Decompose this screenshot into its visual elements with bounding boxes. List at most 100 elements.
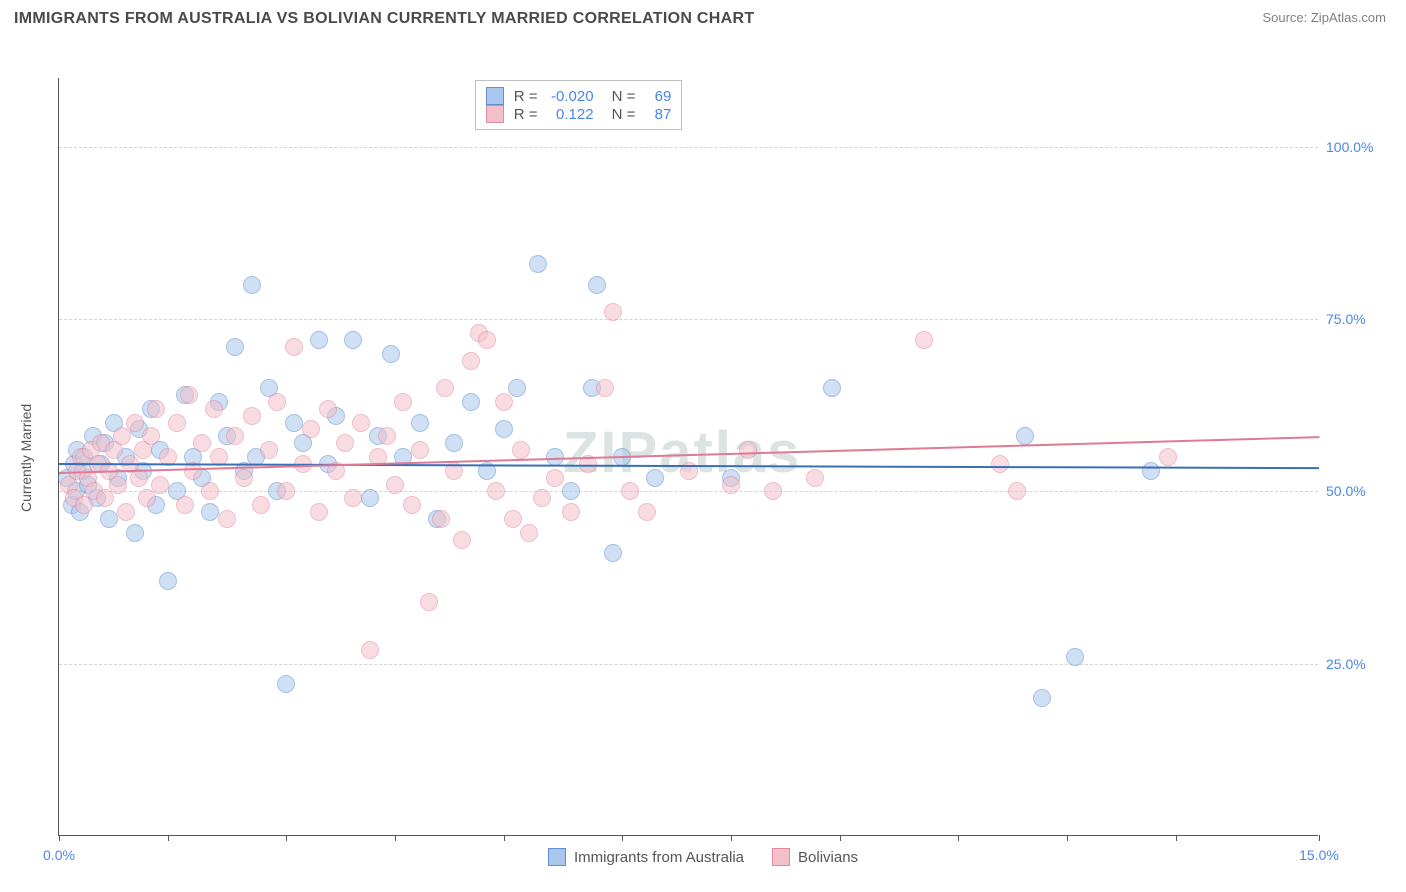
scatter-point: [411, 414, 429, 432]
gridline: [59, 664, 1318, 665]
scatter-point: [260, 441, 278, 459]
x-tick: [395, 835, 396, 841]
scatter-point: [310, 331, 328, 349]
scatter-point: [252, 496, 270, 514]
legend-label: Bolivians: [798, 849, 858, 866]
scatter-point: [1142, 462, 1160, 480]
scatter-point: [420, 593, 438, 611]
scatter-point: [596, 379, 614, 397]
x-tick-label: 0.0%: [43, 847, 75, 863]
scatter-point: [546, 469, 564, 487]
scatter-point: [109, 476, 127, 494]
stat-row: R =0.122N =87: [486, 105, 672, 123]
scatter-point: [512, 441, 530, 459]
y-tick-label: 25.0%: [1326, 656, 1390, 672]
scatter-point: [344, 331, 362, 349]
scatter-point: [243, 276, 261, 294]
scatter-point: [319, 400, 337, 418]
source-link[interactable]: ZipAtlas.com: [1311, 10, 1386, 25]
legend: Immigrants from AustraliaBolivians: [548, 848, 858, 866]
scatter-point: [823, 379, 841, 397]
scatter-point: [193, 434, 211, 452]
scatter-point: [462, 393, 480, 411]
gridline: [59, 491, 1318, 492]
scatter-point: [638, 503, 656, 521]
stat-r-value: 0.122: [548, 106, 594, 123]
scatter-point: [336, 434, 354, 452]
scatter-point: [722, 476, 740, 494]
scatter-point: [646, 469, 664, 487]
scatter-point: [218, 510, 236, 528]
scatter-point: [285, 414, 303, 432]
scatter-point: [529, 255, 547, 273]
y-tick-label: 50.0%: [1326, 483, 1390, 499]
stat-r-label: R =: [514, 106, 538, 123]
scatter-point: [138, 489, 156, 507]
gridline: [59, 319, 1318, 320]
scatter-point: [915, 331, 933, 349]
scatter-point: [487, 482, 505, 500]
scatter-point: [1008, 482, 1026, 500]
series-swatch: [486, 105, 504, 123]
scatter-point: [504, 510, 522, 528]
stat-row: R =-0.020N =69: [486, 87, 672, 105]
scatter-point: [126, 414, 144, 432]
x-tick: [1319, 835, 1320, 841]
scatter-point: [361, 641, 379, 659]
scatter-point: [432, 510, 450, 528]
scatter-point: [495, 393, 513, 411]
scatter-point: [243, 407, 261, 425]
scatter-point: [1159, 448, 1177, 466]
scatter-point: [991, 455, 1009, 473]
x-tick-label: 15.0%: [1299, 847, 1339, 863]
scatter-point: [310, 503, 328, 521]
scatter-point: [806, 469, 824, 487]
source-prefix: Source:: [1262, 10, 1310, 25]
scatter-point: [361, 489, 379, 507]
scatter-point: [533, 489, 551, 507]
scatter-point: [436, 379, 454, 397]
stat-n-label: N =: [612, 88, 636, 105]
scatter-point: [378, 427, 396, 445]
scatter-point: [113, 427, 131, 445]
stat-n-label: N =: [612, 106, 636, 123]
scatter-point: [302, 420, 320, 438]
stat-r-label: R =: [514, 88, 538, 105]
scatter-point: [201, 482, 219, 500]
scatter-point: [764, 482, 782, 500]
scatter-point: [604, 303, 622, 321]
scatter-point: [168, 414, 186, 432]
y-axis-label: Currently Married: [18, 404, 34, 512]
scatter-point: [277, 482, 295, 500]
scatter-point: [352, 414, 370, 432]
scatter-point: [205, 400, 223, 418]
scatter-point: [1016, 427, 1034, 445]
scatter-point: [520, 524, 538, 542]
y-tick-label: 75.0%: [1326, 311, 1390, 327]
scatter-point: [588, 276, 606, 294]
scatter-point: [180, 386, 198, 404]
scatter-point: [285, 338, 303, 356]
legend-swatch: [548, 848, 566, 866]
legend-swatch: [772, 848, 790, 866]
scatter-point: [1066, 648, 1084, 666]
scatter-point: [1033, 689, 1051, 707]
x-tick: [840, 835, 841, 841]
source-attribution: Source: ZipAtlas.com: [1262, 10, 1386, 25]
scatter-point: [117, 503, 135, 521]
scatter-point: [604, 544, 622, 562]
scatter-point: [344, 489, 362, 507]
x-tick: [1176, 835, 1177, 841]
scatter-point: [621, 482, 639, 500]
scatter-point: [201, 503, 219, 521]
scatter-point: [403, 496, 421, 514]
scatter-point: [445, 434, 463, 452]
scatter-point: [176, 496, 194, 514]
scatter-point: [411, 441, 429, 459]
scatter-point: [386, 476, 404, 494]
plot-area: ZIPatlas R =-0.020N =69R =0.122N =87 25.…: [58, 78, 1318, 836]
x-tick: [1067, 835, 1068, 841]
scatter-point: [508, 379, 526, 397]
scatter-point: [226, 338, 244, 356]
scatter-point: [147, 400, 165, 418]
